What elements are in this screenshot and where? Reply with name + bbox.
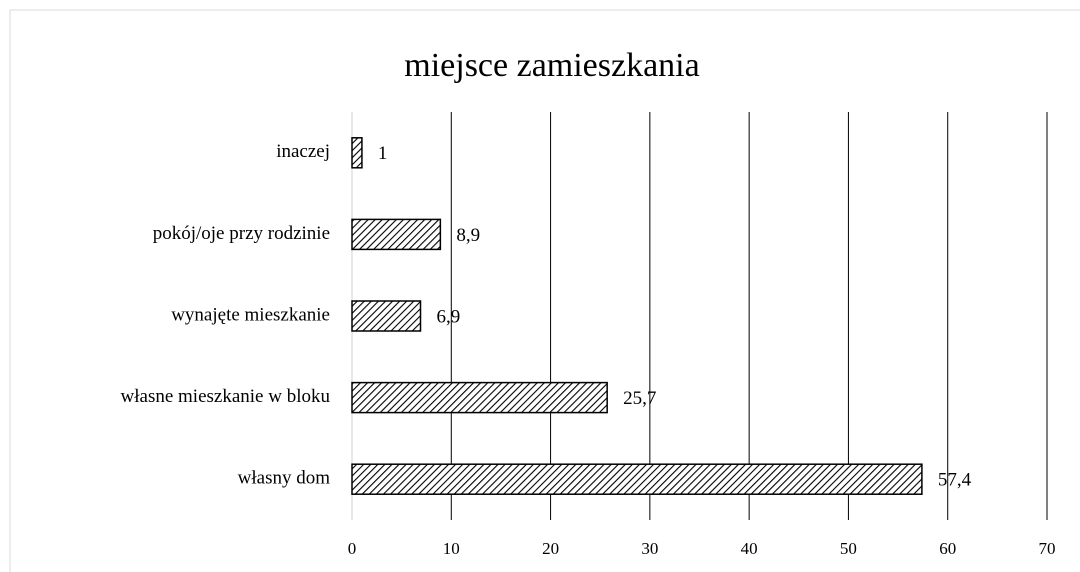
data-label: 6,9: [437, 306, 461, 327]
data-label: 57,4: [938, 470, 972, 491]
data-label: 1: [378, 143, 388, 164]
x-tick-label: 60: [939, 539, 956, 558]
bar: [351, 218, 442, 251]
chart-title: miejsce zamieszkania: [404, 47, 699, 84]
x-tick-label: 70: [1039, 539, 1056, 558]
bar: [351, 137, 363, 169]
x-tick-label: 10: [443, 539, 460, 558]
x-tick-label: 30: [641, 539, 658, 558]
y-tick-label: własny dom: [238, 468, 331, 489]
data-label: 8,9: [456, 225, 480, 246]
bar: [351, 300, 422, 332]
y-tick-label: wynajęte mieszkanie: [171, 304, 330, 325]
y-tick-label: inaczej: [276, 141, 330, 162]
bar: [351, 463, 923, 495]
data-label: 25,7: [623, 388, 656, 409]
y-tick-label: pokój/oje przy rodzinie: [153, 223, 330, 244]
x-tick-label: 40: [741, 539, 758, 558]
bar: [351, 381, 608, 414]
x-tick-label: 0: [348, 539, 357, 558]
x-tick-label: 20: [542, 539, 559, 558]
y-tick-label: własne mieszkanie w bloku: [121, 386, 331, 407]
x-tick-label: 50: [840, 539, 857, 558]
